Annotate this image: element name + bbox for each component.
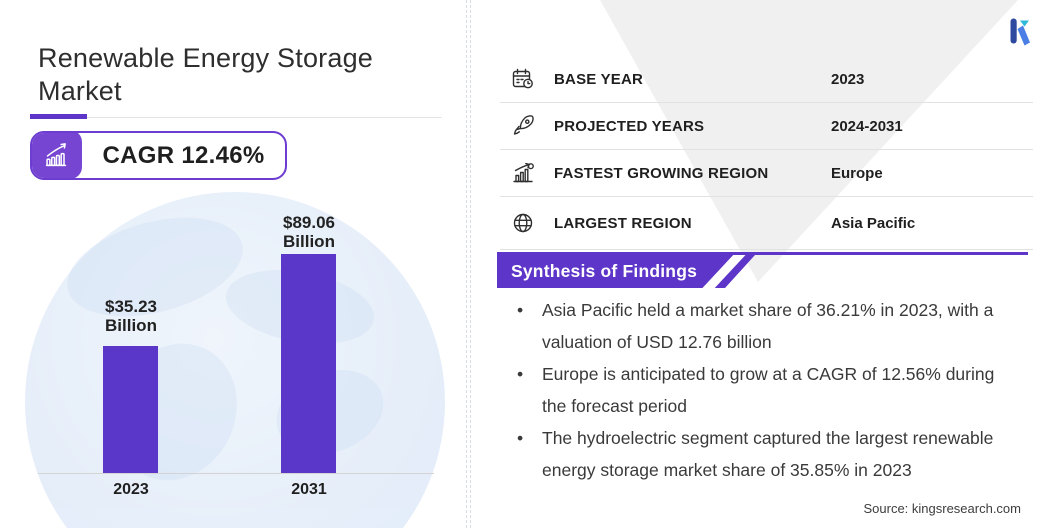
fact-label: BASE YEAR (554, 70, 644, 88)
title-rule (30, 117, 442, 118)
findings-title: Synthesis of Findings (511, 261, 698, 281)
x-axis-line (38, 473, 434, 474)
finding-item: Asia Pacific held a market share of 36.2… (513, 294, 1005, 358)
findings-list: Asia Pacific held a market share of 36.2… (513, 294, 1005, 486)
x-axis-label-2031: 2031 (291, 481, 327, 498)
growth-chart-icon (45, 142, 67, 166)
facts-table: BASE YEAR 2023 PROJECTED YEARS 2024-2031 (500, 56, 1033, 250)
rocket-icon (511, 113, 537, 139)
fact-label: PROJECTED YEARS (554, 117, 705, 135)
bar-value-label-2031: $89.06 Billion (249, 213, 369, 251)
bar-value-unit: Billion (105, 316, 157, 335)
left-panel: Renewable Energy Storage Market CAGR 12.… (0, 0, 466, 528)
fact-label: FASTEST GROWING REGION (554, 164, 769, 182)
globe-icon (511, 210, 537, 236)
findings-banner-top-line (497, 252, 1028, 255)
cagr-icon-box (32, 133, 82, 178)
kings-research-logo (1008, 15, 1032, 47)
bar-2031 (281, 254, 336, 473)
cagr-badge: CAGR 12.46% (30, 131, 287, 180)
cagr-label: CAGR 12.46% (102, 141, 265, 169)
growth-region-icon (511, 160, 537, 186)
title-accent-bar (30, 114, 87, 119)
globe-watermark (25, 192, 445, 528)
x-axis-label-2023: 2023 (113, 481, 149, 498)
fact-row-projected-years: PROJECTED YEARS 2024-2031 (500, 103, 1033, 150)
fact-value: Europe (831, 164, 883, 182)
right-panel: BASE YEAR 2023 PROJECTED YEARS 2024-2031 (471, 0, 1056, 528)
bar-value-amount: $89.06 (283, 213, 335, 232)
fact-label: LARGEST REGION (554, 214, 692, 232)
fact-value: 2024-2031 (831, 117, 903, 135)
bar-value-label-2023: $35.23 Billion (71, 297, 191, 335)
bar-value-amount: $35.23 (105, 297, 157, 316)
fact-value: Asia Pacific (831, 214, 916, 232)
fact-row-fastest-growing-region: FASTEST GROWING REGION Europe (500, 150, 1033, 197)
bar-value-unit: Billion (283, 232, 335, 251)
finding-item: The hydroelectric segment captured the l… (513, 422, 1005, 486)
source-text: Source: kingsresearch.com (863, 501, 1021, 516)
fact-row-base-year: BASE YEAR 2023 (500, 56, 1033, 103)
fact-value: 2023 (831, 70, 865, 88)
findings-banner: Synthesis of Findings (497, 255, 755, 288)
page-title: Renewable Energy Storage Market (38, 43, 374, 106)
fact-row-largest-region: LARGEST REGION Asia Pacific (500, 197, 1033, 250)
finding-item: Europe is anticipated to grow at a CAGR … (513, 358, 1005, 422)
calendar-icon (511, 66, 537, 92)
bar-2023 (103, 346, 158, 473)
dashed-panel-divider (466, 0, 471, 528)
